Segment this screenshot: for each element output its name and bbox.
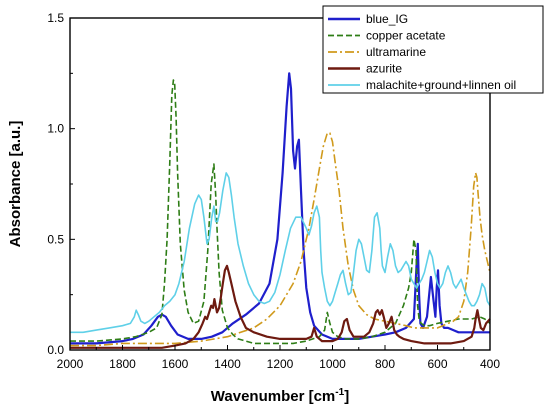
y-tick-label: 1.5 <box>47 11 64 25</box>
x-tick-label: 600 <box>427 357 447 371</box>
legend-box <box>322 5 544 94</box>
x-tick-label: 1400 <box>214 357 241 371</box>
legend-label-azurite: azurite <box>366 62 402 76</box>
x-axis-title-end: ] <box>344 388 349 405</box>
x-tick-label: 2000 <box>57 357 84 371</box>
x-axis-title: Wavenumber [cm-1] <box>211 387 349 405</box>
legend-label-blue-ig: blue_IG <box>366 12 408 26</box>
ticks-layer: 2000 1800 1600 1400 1200 1000 800 600 400 0.0 0.5 1… <box>47 11 500 371</box>
x-tick-label: 400 <box>480 357 500 371</box>
x-axis-title-main: Wavenumber [cm <box>211 388 335 405</box>
y-tick-label: 0.5 <box>47 232 64 246</box>
y-tick-label: 1.0 <box>47 122 64 136</box>
legend-label-copper-acetate: copper acetate <box>366 29 446 43</box>
series-ultramarine-line <box>70 132 491 347</box>
y-tick-label: 0.0 <box>47 343 64 357</box>
y-axis-title: Absorbance [a.u.] <box>7 121 24 248</box>
series-copper-acetate-line <box>70 79 491 345</box>
series-layer <box>70 72 491 349</box>
legend-label-ultramarine: ultramarine <box>366 45 426 59</box>
x-tick-label: 1600 <box>162 357 189 371</box>
x-tick-label: 1200 <box>267 357 294 371</box>
series-malachite-ground-linnen-oil-line <box>70 172 491 334</box>
x-tick-label: 1800 <box>109 357 136 371</box>
legend-label-malachite-ground-linnen-oil: malachite+ground+linnen oil <box>366 78 516 92</box>
x-tick-label: 800 <box>375 357 395 371</box>
series-blue-ig-line <box>70 72 490 345</box>
series-azurite-line <box>70 264 491 349</box>
x-axis-title-superscript: -1 <box>335 387 344 398</box>
x-tick-label: 1000 <box>319 357 346 371</box>
